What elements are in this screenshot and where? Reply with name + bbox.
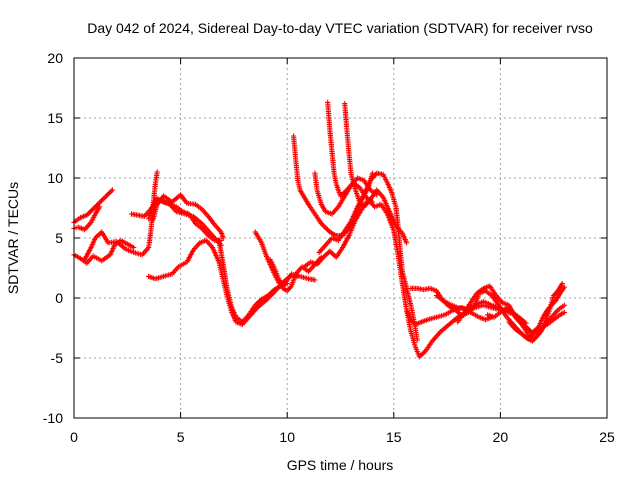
series-track-e <box>128 195 224 248</box>
data-point <box>323 225 329 231</box>
data-point <box>97 199 103 205</box>
series-track-q <box>301 197 503 360</box>
x-tick-label: 25 <box>599 429 615 445</box>
series-track-a <box>71 187 115 225</box>
x-tick-label: 10 <box>279 429 295 445</box>
data-point <box>100 197 106 203</box>
data-point <box>561 309 567 315</box>
data-point <box>107 189 113 195</box>
series-track-m <box>312 170 380 217</box>
data-point <box>312 277 318 283</box>
x-axis-label: GPS time / hours <box>287 457 394 473</box>
series-track-l <box>290 133 376 239</box>
data-layer <box>71 99 567 360</box>
y-tick-label: 10 <box>47 170 63 186</box>
y-tick-label: 15 <box>47 110 63 126</box>
data-point <box>322 224 328 230</box>
ticks-layer: 0 5 10 15 20 25 -10 -5 0 5 10 15 20 <box>43 50 615 445</box>
data-point <box>131 245 137 251</box>
series-track-d <box>82 169 160 263</box>
data-point <box>109 187 115 193</box>
y-axis-label: SDTVAR / TECUs <box>5 182 21 294</box>
y-tick-label: 5 <box>55 230 63 246</box>
data-point <box>106 191 112 197</box>
data-point <box>108 188 114 194</box>
x-tick-label: 5 <box>177 429 185 445</box>
data-point <box>220 235 226 241</box>
series-track-b <box>71 204 103 233</box>
data-point <box>89 207 95 213</box>
y-tick-label: 20 <box>47 50 63 66</box>
data-point <box>86 210 92 216</box>
x-tick-label: 0 <box>70 429 78 445</box>
series-track-v <box>485 284 567 336</box>
x-tick-label: 20 <box>493 429 509 445</box>
data-point <box>87 209 94 215</box>
chart-title: Day 042 of 2024, Sidereal Day-to-day VTE… <box>87 20 593 36</box>
y-tick-label: -5 <box>51 350 64 366</box>
series-track-g <box>150 192 226 241</box>
data-point <box>102 194 108 200</box>
data-point <box>103 193 109 199</box>
data-point <box>96 200 102 206</box>
data-point <box>321 223 327 229</box>
data-point <box>414 337 420 343</box>
data-point <box>154 169 160 175</box>
data-point <box>561 284 567 290</box>
series-track-w <box>506 309 567 342</box>
data-point <box>104 192 111 198</box>
series-track-n <box>325 99 376 205</box>
x-tick-label: 15 <box>386 429 402 445</box>
y-tick-label: 0 <box>55 290 63 306</box>
data-point <box>101 195 107 201</box>
y-tick-label: -10 <box>43 410 63 426</box>
data-point <box>98 198 105 204</box>
data-point <box>559 281 565 287</box>
data-point <box>324 227 331 233</box>
data-point <box>561 302 567 308</box>
data-point <box>403 240 410 246</box>
data-point <box>96 204 103 210</box>
